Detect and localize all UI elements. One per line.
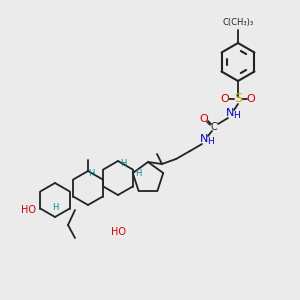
Text: HO: HO xyxy=(110,227,125,237)
Text: H: H xyxy=(208,136,214,146)
Text: H: H xyxy=(234,110,240,119)
Text: H: H xyxy=(88,169,94,178)
Text: H: H xyxy=(52,203,58,212)
Text: C(CH₃)₃: C(CH₃)₃ xyxy=(222,17,254,26)
Text: H: H xyxy=(120,160,126,169)
Text: HO: HO xyxy=(20,205,35,215)
Text: N: N xyxy=(200,134,208,144)
Text: S: S xyxy=(234,92,242,106)
Text: O: O xyxy=(200,114,208,124)
Text: O: O xyxy=(220,94,230,104)
Text: N: N xyxy=(226,108,234,118)
Text: O: O xyxy=(247,94,255,104)
Text: H: H xyxy=(136,169,142,178)
Text: C: C xyxy=(211,122,218,132)
